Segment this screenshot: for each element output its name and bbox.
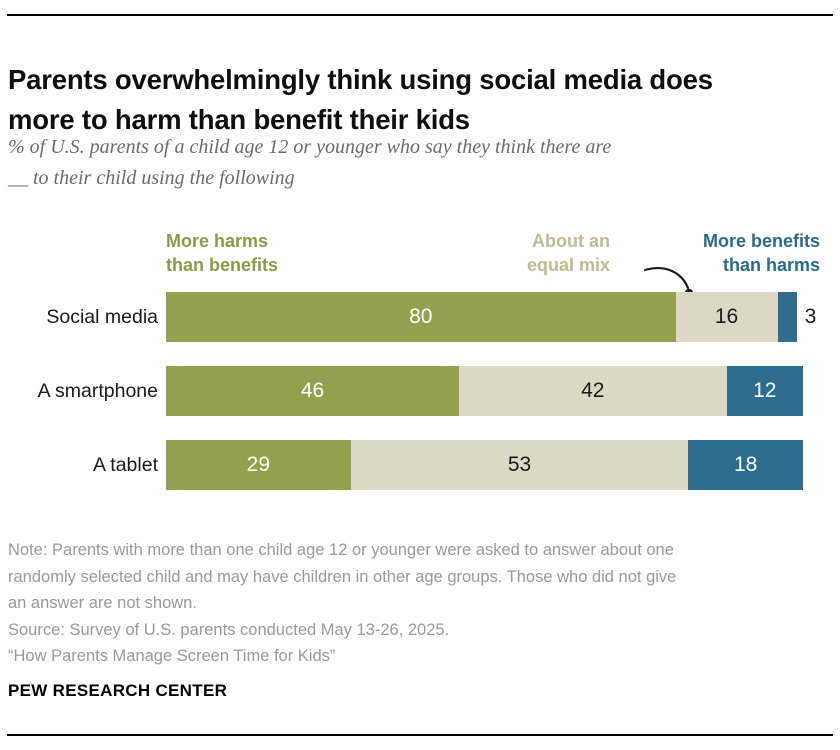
bar-segment-more-benefits-than-harms: 18: [688, 440, 803, 490]
legend-equal-mix: About an equal mix: [527, 229, 610, 277]
subtitle-line-1: % of U.S. parents of a child age 12 or y…: [8, 136, 612, 158]
category-label: Social media: [46, 306, 158, 328]
bar-segment-more-benefits-than-harms: 12: [726, 366, 803, 416]
bar-segment-more-harms-than-benefits: 80: [166, 292, 676, 342]
page-title: Parents overwhelmingly think using socia…: [8, 60, 836, 140]
stacked-bar: 46 42 12: [166, 366, 803, 416]
chart-subtitle: % of U.S. parents of a child age 12 or y…: [8, 132, 828, 194]
top-divider: [7, 14, 833, 16]
subtitle-line-2: __ to their child using the following: [8, 167, 295, 189]
bar-row-a-tablet: A tablet 29 53 18: [8, 440, 832, 490]
value-label-outside: 3: [804, 305, 817, 328]
legend-equal-mix-line1: About an: [532, 231, 610, 251]
citation-line: “How Parents Manage Screen Time for Kids…: [8, 647, 336, 665]
legend-more-benefits: More benefits than harms: [703, 229, 820, 277]
bar-segment-more-benefits-than-harms: [777, 292, 797, 342]
legend-more-harms: More harms than benefits: [166, 229, 278, 277]
chart-notes: Note: Parents with more than one child a…: [8, 537, 832, 670]
bar-segment-about-an-equal-mix: 53: [350, 440, 689, 490]
note-line-3: an answer are not shown.: [8, 594, 197, 612]
pew-research-center-wordmark: PEW RESEARCH CENTER: [8, 681, 228, 700]
stacked-bar-chart: More harms than benefits About an equal …: [8, 225, 832, 495]
legend-more-benefits-line2: than harms: [722, 255, 820, 275]
bar-segment-more-harms-than-benefits: 29: [166, 440, 351, 490]
legend-equal-mix-line2: equal mix: [526, 255, 610, 275]
legend-more-harms-line1: More harms: [166, 231, 269, 251]
source-line: Source: Survey of U.S. parents conducted…: [8, 620, 450, 639]
stacked-bar: 80 16: [166, 292, 797, 342]
note-line-2: randomly selected child and may have chi…: [8, 567, 677, 586]
category-label: A tablet: [92, 454, 158, 476]
bottom-divider: [7, 734, 833, 736]
bar-row-social-media: Social media 3 80 16: [8, 292, 832, 342]
bar-row-a-smartphone: A smartphone 46 42 12: [8, 366, 832, 416]
title-line-1: Parents overwhelmingly think using socia…: [8, 64, 713, 96]
bar-segment-about-an-equal-mix: 42: [459, 366, 727, 416]
category-label: A smartphone: [37, 380, 158, 402]
legend-more-benefits-line1: More benefits: [702, 231, 820, 251]
bar-segment-more-harms-than-benefits: 46: [166, 366, 460, 416]
title-line-2: more to harm than benefit their kids: [8, 104, 470, 136]
bar-segment-about-an-equal-mix: 16: [675, 292, 778, 342]
stacked-bar: 29 53 18: [166, 440, 803, 490]
note-line-1: Note: Parents with more than one child a…: [8, 541, 674, 559]
legend-more-harms-line2: than benefits: [166, 255, 279, 275]
